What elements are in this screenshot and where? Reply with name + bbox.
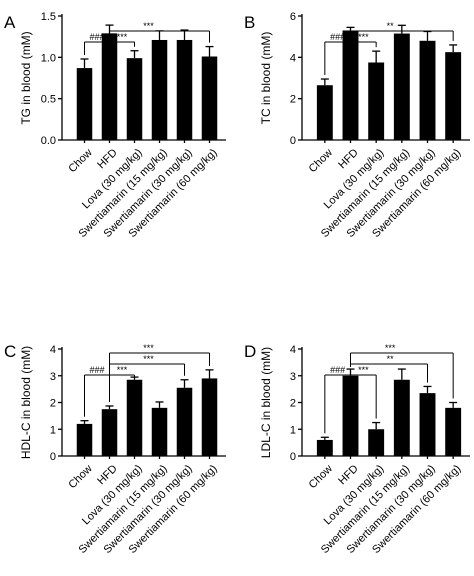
y-tick-label: 0	[50, 451, 56, 463]
panel-letter: D	[244, 342, 256, 361]
bar	[419, 393, 436, 456]
y-axis-label: HDL-C in blood (mM)	[19, 346, 33, 459]
y-tick-label: 2	[290, 398, 296, 410]
significance-label: ***	[143, 343, 154, 353]
significance-label: ###	[330, 365, 345, 375]
bar	[101, 33, 118, 140]
significance-label: ***	[143, 354, 154, 364]
significance-label: **	[387, 354, 395, 364]
bar	[445, 407, 462, 456]
y-tick-label: 1	[50, 424, 56, 436]
y-tick-label: 4	[290, 52, 296, 64]
y-tick-label: 4	[290, 344, 296, 356]
x-tick-label: Chow	[307, 147, 335, 175]
panel-letter: B	[244, 13, 255, 32]
y-tick-label: 2	[50, 398, 56, 410]
significance-label: ***	[358, 32, 369, 42]
significance-label: ###	[330, 32, 345, 42]
bar	[201, 56, 218, 140]
significance-label: **	[387, 21, 395, 31]
significance-label: ***	[143, 21, 154, 31]
panel-letter: A	[4, 13, 16, 32]
bar	[101, 409, 118, 456]
y-tick-label: 1	[290, 424, 296, 436]
y-axis-label: TG in blood (mM)	[19, 31, 33, 124]
significance-label: ***	[117, 365, 128, 375]
y-tick-label: 1.5	[41, 11, 56, 23]
bar	[201, 378, 218, 456]
y-tick-label: 4	[50, 344, 56, 356]
y-tick-label: 2	[290, 94, 296, 106]
bar	[76, 423, 93, 456]
x-tick-label: Chow	[66, 463, 94, 491]
bar	[445, 52, 462, 140]
y-tick-label: 0	[290, 451, 296, 463]
significance-label: ***	[358, 365, 369, 375]
bar	[126, 379, 143, 456]
x-tick-label: Chow	[66, 147, 94, 175]
bar	[151, 39, 168, 141]
bar	[126, 58, 143, 140]
significance-label: ***	[117, 32, 128, 42]
bar	[151, 407, 168, 456]
bar	[176, 39, 193, 141]
bar	[316, 85, 333, 140]
y-tick-label: 6	[290, 11, 296, 23]
y-tick-label: 3	[290, 371, 296, 383]
bar	[316, 439, 333, 456]
bar	[76, 68, 93, 140]
significance-label: ***	[385, 343, 396, 353]
y-tick-label: 0	[290, 135, 296, 147]
bar	[368, 429, 385, 456]
bar	[393, 379, 410, 456]
panel-letter: C	[4, 342, 16, 361]
bar	[342, 30, 359, 140]
y-tick-label: 1.0	[41, 52, 56, 64]
y-tick-label: 3	[50, 371, 56, 383]
bar	[176, 387, 193, 456]
significance-label: ###	[89, 32, 104, 42]
bar	[419, 40, 436, 140]
bar	[342, 375, 359, 456]
bar	[368, 62, 385, 140]
bar	[393, 33, 410, 140]
y-axis-label: TC in blood (mM)	[259, 32, 273, 125]
x-tick-label: Chow	[307, 463, 335, 491]
y-tick-label: 0.0	[41, 135, 56, 147]
y-axis-label: LDL-C in blood (mM)	[259, 347, 273, 458]
significance-label: ###	[89, 365, 104, 375]
y-tick-label: 0.5	[41, 94, 56, 106]
